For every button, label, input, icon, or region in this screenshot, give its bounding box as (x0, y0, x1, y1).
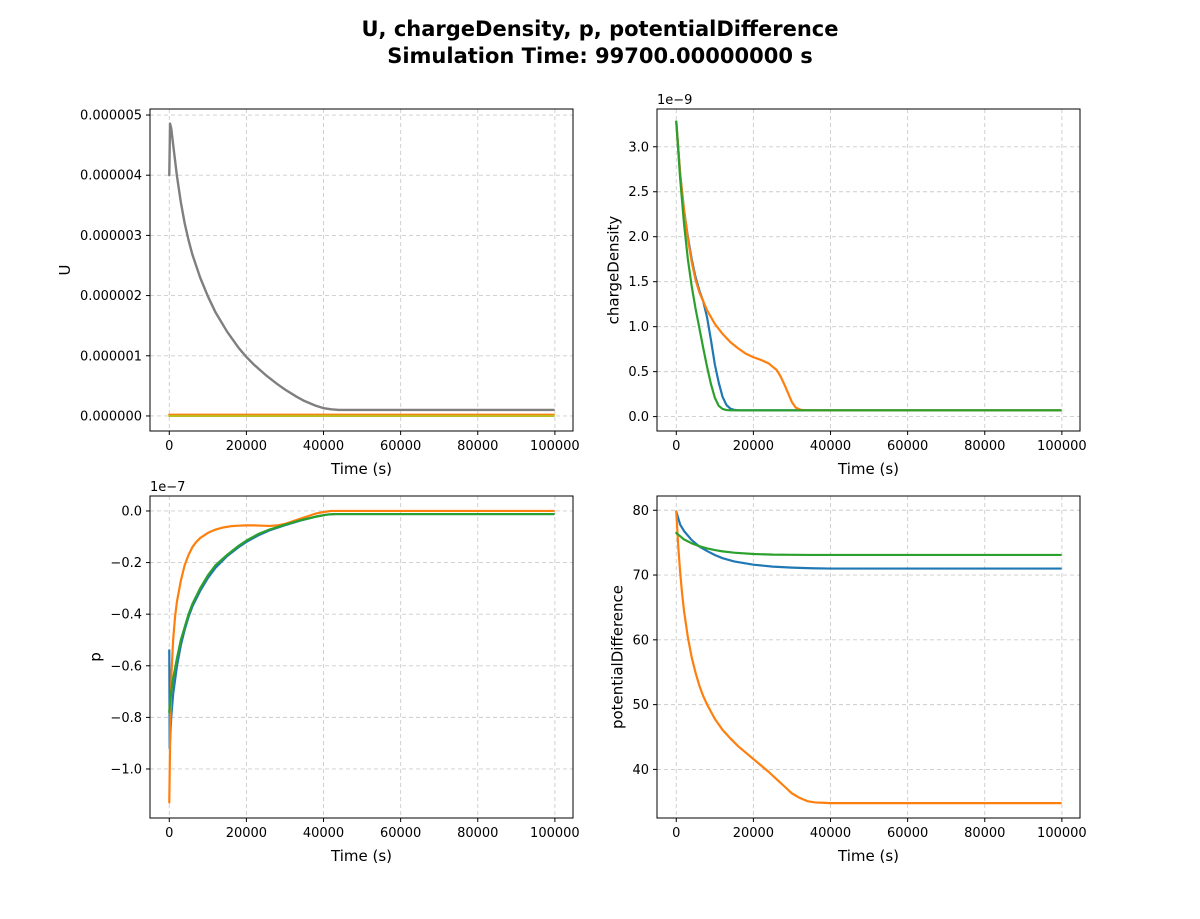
x-tick-label: 100000 (530, 826, 580, 841)
x-tick-label: 60000 (380, 439, 421, 454)
x-tick-label: 80000 (457, 826, 498, 841)
y-tick-label: −1.0 (110, 762, 142, 777)
y-tick-label: −0.4 (110, 608, 142, 623)
axes-frame (656, 108, 1081, 432)
y-tick-label: 80 (632, 504, 649, 519)
y-offset-text: 1e−9 (657, 93, 692, 108)
axes-frame (149, 108, 574, 432)
subplot-1: 0 20000 40000 60000 80000 100000 0.000000 0.000… (56, 108, 580, 478)
y-axis-label: chargeDensity (604, 216, 622, 325)
y-tick-label: 50 (632, 698, 649, 713)
series-group (168, 509, 555, 804)
x-axis-label: Time (s) (837, 460, 899, 478)
y-tick-label: −0.6 (110, 659, 142, 674)
x-tick-label: 80000 (457, 439, 498, 454)
series-line-3 (168, 512, 555, 714)
y-tick-label: 60 (632, 633, 649, 648)
y-tick-label: 0.0 (121, 504, 142, 519)
subplot-4: 0 20000 40000 60000 80000 100000 40 50 60 70 80 Tim… (608, 495, 1087, 865)
y-tick-label: 0.000004 (80, 169, 142, 184)
y-tick-label: 0.0 (628, 410, 649, 425)
y-tick-label: −0.8 (110, 711, 142, 726)
x-tick-label: 60000 (887, 826, 928, 841)
axes-frame (656, 495, 1081, 819)
figure-title-line-1: U, chargeDensity, p, potentialDifference (362, 17, 839, 41)
x-axis-label: Time (s) (837, 847, 899, 865)
y-axis-label: U (56, 265, 74, 276)
x-tick-label: 100000 (530, 439, 580, 454)
figure-title-line-2: Simulation Time: 99700.00000000 s (387, 44, 813, 68)
y-axis-label: p (86, 652, 104, 662)
x-tick-label: 0 (672, 439, 680, 454)
x-tick-label: 0 (165, 439, 173, 454)
x-tick-label: 0 (165, 826, 173, 841)
series-line-3 (675, 120, 1062, 412)
y-tick-label: 2.0 (628, 230, 649, 245)
y-tick-label: 0.000003 (80, 229, 142, 244)
series-line-1 (675, 510, 1062, 570)
y-tick-label: 0.5 (628, 365, 649, 380)
subplots: 0 20000 40000 60000 80000 1000000.0000000.000… (56, 93, 1087, 865)
series-line-2 (675, 510, 1062, 805)
subplot-2: 0 20000 40000 60000 80000 100000 0.0 0.5 1.0 1.5 2… (604, 93, 1086, 478)
x-tick-label: 80000 (964, 826, 1005, 841)
y-tick-label: 1.5 (628, 275, 649, 290)
x-tick-label: 60000 (380, 826, 421, 841)
y-tick-label: −0.2 (110, 556, 142, 571)
x-tick-label: 40000 (303, 826, 344, 841)
y-offset-text: 1e−7 (150, 480, 185, 495)
y-tick-label: 3.0 (628, 140, 649, 155)
y-tick-label: 0.000000 (80, 409, 142, 424)
x-tick-label: 80000 (964, 439, 1005, 454)
y-tick-label: 2.5 (628, 185, 649, 200)
y-tick-label: 0.000002 (80, 289, 142, 304)
series-line-3 (168, 122, 555, 412)
x-tick-label: 40000 (810, 826, 851, 841)
x-tick-label: 60000 (887, 439, 928, 454)
series-group (675, 510, 1062, 805)
x-tick-label: 40000 (303, 439, 344, 454)
x-tick-label: 40000 (810, 439, 851, 454)
x-tick-label: 20000 (226, 826, 267, 841)
series-line-2 (675, 120, 1062, 412)
x-tick-label: 100000 (1037, 439, 1087, 454)
y-tick-label: 0.000001 (80, 349, 142, 364)
y-tick-label: 0.000005 (80, 109, 142, 124)
x-tick-label: 100000 (1037, 826, 1087, 841)
series-line-2 (168, 509, 555, 804)
x-tick-label: 20000 (733, 826, 774, 841)
y-tick-label: 40 (632, 763, 649, 778)
axes-frame (149, 495, 574, 819)
y-tick-label: 1.0 (628, 320, 649, 335)
x-tick-label: 20000 (226, 439, 267, 454)
x-axis-label: Time (s) (330, 460, 392, 478)
x-tick-label: 20000 (733, 439, 774, 454)
series-group (675, 120, 1062, 412)
x-axis-label: Time (s) (330, 847, 392, 865)
series-line-3 (675, 531, 1062, 557)
x-tick-label: 0 (672, 826, 680, 841)
series-group (168, 122, 555, 418)
y-axis-label: potentialDifference (608, 585, 626, 729)
subplot-3: 0 20000 40000 60000 80000 100000 −1.0 −0.8 −0.6 −… (86, 480, 579, 865)
y-tick-label: 70 (632, 569, 649, 584)
